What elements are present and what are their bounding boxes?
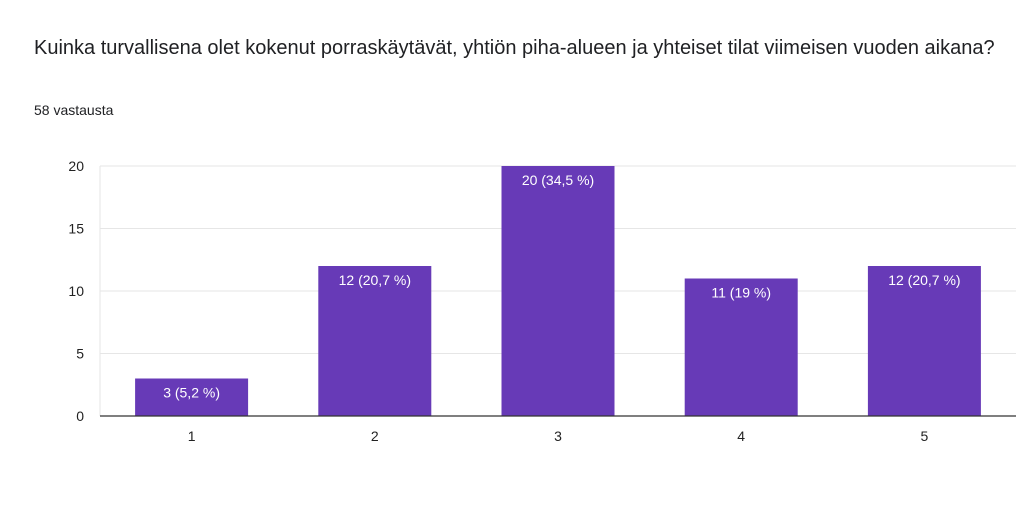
bar: [501, 166, 615, 416]
x-tick-label: 5: [921, 428, 929, 444]
x-tick-label: 1: [188, 428, 196, 444]
bar-data-label: 12 (20,7 %): [339, 272, 411, 288]
chart-title: Kuinka turvallisena olet kokenut porrask…: [34, 37, 995, 59]
y-tick-label: 20: [68, 158, 84, 174]
bar-data-label: 20 (34,5 %): [522, 172, 594, 188]
bar-data-label: 12 (20,7 %): [888, 272, 960, 288]
bar: [318, 266, 432, 416]
y-tick-label: 0: [76, 408, 84, 424]
x-tick-label: 4: [737, 428, 745, 444]
response-count: 58 vastausta: [34, 102, 114, 118]
bar-data-label: 3 (5,2 %): [163, 385, 220, 401]
y-tick-label: 15: [68, 221, 84, 237]
bar: [135, 378, 249, 416]
bar: [867, 266, 981, 416]
x-tick-label: 2: [371, 428, 379, 444]
y-tick-label: 10: [68, 283, 84, 299]
bar: [684, 278, 798, 416]
y-tick-label: 5: [76, 346, 84, 362]
x-tick-label: 3: [554, 428, 562, 444]
bar-data-label: 11 (19 %): [711, 285, 771, 301]
